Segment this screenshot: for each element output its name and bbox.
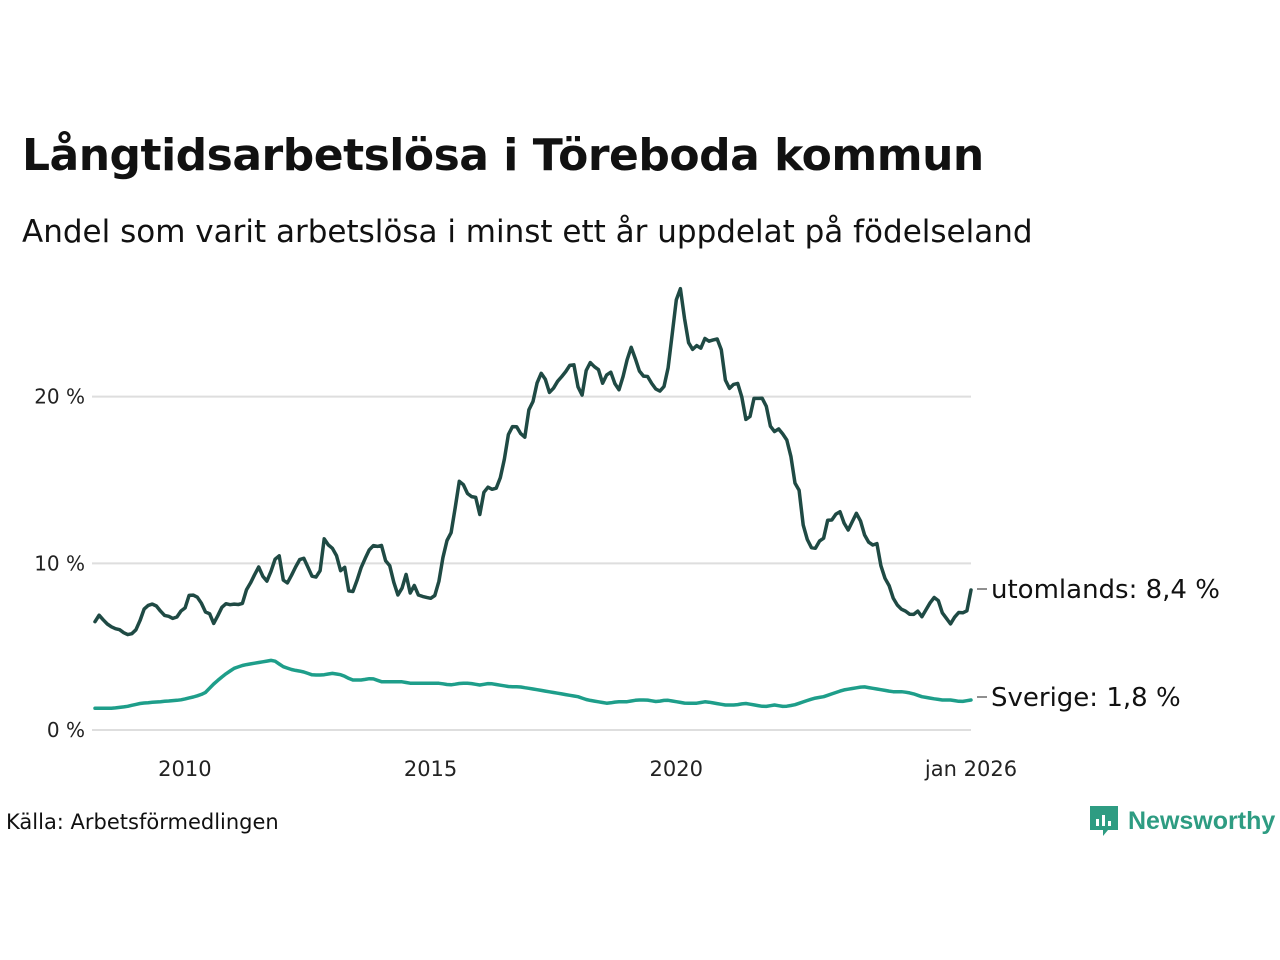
x-tick-label-2010: 2010 bbox=[158, 757, 211, 781]
y-tick-label-20: 20 % bbox=[34, 385, 85, 409]
y-tick-label-10: 10 % bbox=[34, 551, 85, 575]
source-note: Källa: Arbetsförmedlingen bbox=[6, 810, 279, 834]
newsworthy-logo-text: Newsworthy bbox=[1128, 806, 1276, 835]
x-tick-label-2020: 2020 bbox=[649, 757, 702, 781]
end-label-utomlands: utomlands: 8,4 % bbox=[991, 575, 1220, 605]
end-label-sverige: Sverige: 1,8 % bbox=[991, 683, 1181, 713]
newsworthy-logo-icon bbox=[1090, 806, 1118, 836]
chart-title: Långtidsarbetslösa i Töreboda kommun bbox=[22, 130, 984, 181]
line-chart: 0 % 10 % 20 % 2010 2015 2020 jan 2026 utomlands… bbox=[34, 286, 1220, 781]
x-tick-label-2026: jan 2026 bbox=[924, 757, 1017, 781]
y-tick-label-0: 0 % bbox=[47, 718, 85, 742]
series-line-utomlands bbox=[93, 286, 973, 637]
chart-subtitle: Andel som varit arbetslösa i minst ett å… bbox=[22, 214, 1033, 250]
newsworthy-logo[interactable]: Newsworthy bbox=[1088, 804, 1275, 838]
series-line-sverige bbox=[93, 658, 973, 711]
x-tick-label-2015: 2015 bbox=[404, 757, 457, 781]
